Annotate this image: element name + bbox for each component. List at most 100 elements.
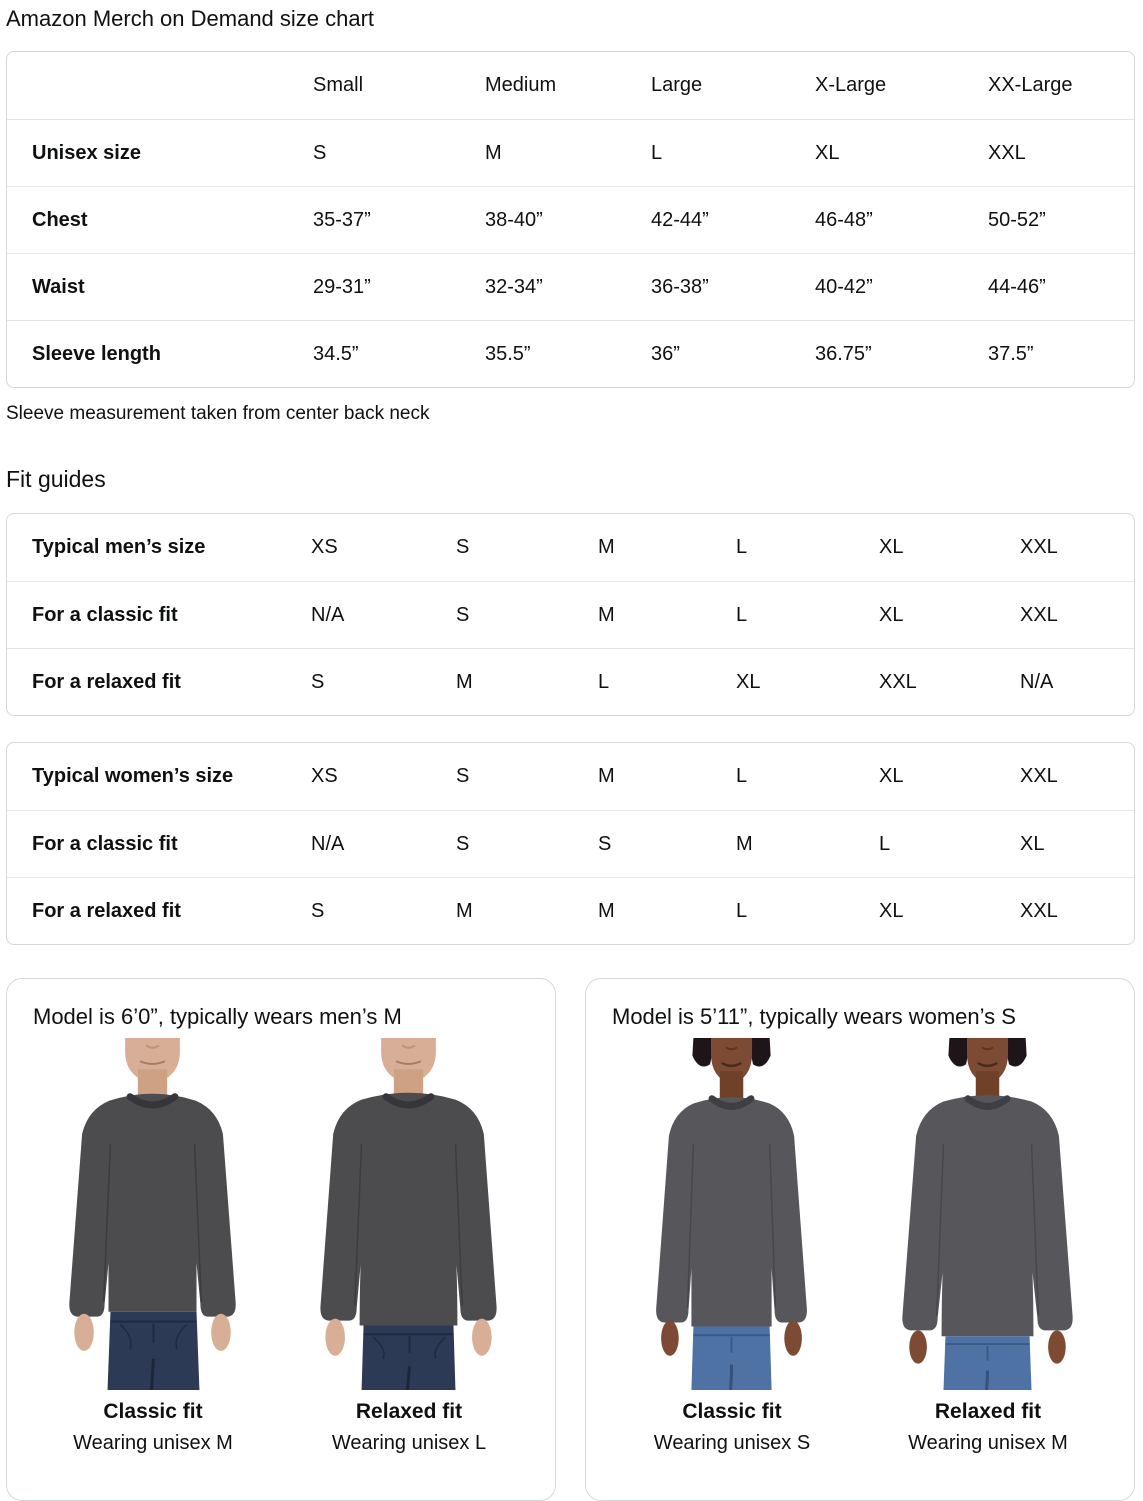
size-cell: M	[485, 141, 502, 164]
fit-cell: L	[598, 670, 610, 693]
table-row-sleeve-length: Sleeve length 34.5” 35.5” 36” 36.75” 37.…	[7, 320, 1134, 387]
model-panels: Model is 6’0”, typically wears men’s M	[6, 978, 1135, 1501]
fit-cell: S	[456, 765, 470, 787]
row-label: Typical women’s size	[32, 765, 234, 787]
fit-name: Classic fit	[682, 1400, 782, 1423]
fit-guides-heading: Fit guides	[6, 466, 106, 492]
fit-cell: M	[598, 899, 615, 922]
table-header-row: Small Medium Large X-Large XX-Large	[7, 52, 1134, 119]
size-cell: XXL	[988, 141, 1026, 164]
fit-cell: XXL	[1020, 536, 1058, 558]
fit-cell: L	[879, 832, 891, 855]
fit-cell: L	[736, 765, 748, 787]
column-header: X-Large	[815, 74, 887, 96]
row-label: For a relaxed fit	[32, 899, 181, 922]
page-title: Amazon Merch on Demand size chart	[6, 6, 375, 31]
fit-cell: M	[598, 765, 615, 787]
womens-classic-fit-figure: Classic fit Wearing unisex S	[609, 1038, 855, 1480]
fit-cell: XS	[311, 536, 338, 558]
fit-cell: M	[456, 899, 473, 922]
wearing-size: Wearing unisex M	[908, 1432, 1068, 1454]
table-row-mens-relaxed-fit: For a relaxed fit S M L XL XXL N/A	[7, 648, 1134, 715]
fit-cell: N/A	[1020, 670, 1054, 693]
unisex-size-table: Small Medium Large X-Large XX-Large Unis…	[6, 51, 1135, 388]
womens-panel-heading: Model is 5’11”, typically wears women’s …	[612, 1004, 1016, 1029]
size-cell: 44-46”	[988, 275, 1046, 298]
fit-cell: S	[311, 899, 325, 922]
fit-name: Relaxed fit	[934, 1400, 1042, 1423]
fit-cell: L	[736, 603, 748, 626]
table-row-womens-classic-fit: For a classic fit N/A S S M L XL	[7, 810, 1134, 877]
fit-cell: XXL	[1020, 765, 1058, 787]
table-row-unisex-size: Unisex size S M L XL XXL	[7, 119, 1134, 186]
fit-cell: S	[456, 536, 470, 558]
fit-cell: XXL	[1020, 603, 1058, 626]
fit-cell: M	[598, 603, 615, 626]
fit-cell: M	[456, 670, 473, 693]
size-cell: 35-37”	[313, 208, 371, 231]
fit-name: Classic fit	[103, 1400, 203, 1423]
size-cell: 42-44”	[651, 208, 709, 231]
womens-relaxed-fit-figure: Relaxed fit Wearing unisex M	[865, 1038, 1111, 1480]
size-cell: L	[651, 141, 663, 164]
row-label: For a relaxed fit	[32, 670, 181, 693]
fit-cell: N/A	[311, 832, 345, 855]
wearing-size: Wearing unisex L	[331, 1432, 487, 1454]
size-cell: XL	[815, 141, 840, 164]
table-row-waist: Waist 29-31” 32-34” 36-38” 40-42” 44-46”	[7, 253, 1134, 320]
fit-cell: XXL	[1020, 899, 1058, 922]
mens-relaxed-fit-figure: Relaxed fit Wearing unisex L	[286, 1038, 532, 1480]
column-header: Small	[313, 74, 364, 96]
size-cell: 36-38”	[651, 275, 709, 298]
column-header: Large	[651, 74, 703, 96]
mens-classic-fit-figure: Classic fit Wearing unisex M	[30, 1038, 276, 1480]
fit-cell: S	[456, 603, 470, 626]
size-cell: 34.5”	[313, 342, 359, 365]
size-cell: 29-31”	[313, 275, 371, 298]
fit-cell: XL	[736, 670, 761, 693]
row-label: Sleeve length	[32, 342, 161, 365]
mens-panel-heading: Model is 6’0”, typically wears men’s M	[33, 1004, 402, 1029]
size-cell: 46-48”	[815, 208, 873, 231]
row-label: For a classic fit	[32, 603, 178, 626]
fit-cell: M	[736, 832, 753, 855]
table-row-chest: Chest 35-37” 38-40” 42-44” 46-48” 50-52”	[7, 186, 1134, 253]
fit-cell: XS	[311, 765, 338, 787]
fit-cell: M	[598, 536, 615, 558]
fit-cell: L	[736, 536, 748, 558]
table-row-womens-relaxed-fit: For a relaxed fit S M M L XL XXL	[7, 877, 1134, 944]
table-row-mens-classic-fit: For a classic fit N/A S M L XL XXL	[7, 581, 1134, 648]
womens-model-panel: Model is 5’11”, typically wears women’s …	[585, 978, 1135, 1501]
size-cell: 38-40”	[485, 208, 543, 231]
fit-cell: N/A	[311, 603, 345, 626]
wearing-size: Wearing unisex S	[653, 1432, 811, 1454]
size-cell: 36”	[651, 342, 680, 365]
fit-cell: L	[736, 899, 748, 922]
wearing-size: Wearing unisex M	[73, 1432, 233, 1454]
womens-fit-guide-table: Typical women’s size XS S M L XL XXL For…	[6, 742, 1135, 945]
row-label: For a classic fit	[32, 832, 178, 855]
fit-cell: XXL	[879, 670, 917, 693]
male-model-relaxed-photo	[320, 1038, 497, 1390]
fit-cell: S	[311, 670, 325, 693]
fit-name: Relaxed fit	[355, 1400, 463, 1423]
column-header: Medium	[485, 74, 557, 96]
fit-cell: XL	[879, 603, 904, 626]
female-model-classic-photo	[656, 1038, 807, 1390]
size-cell: S	[313, 141, 327, 164]
size-cell: 40-42”	[815, 275, 873, 298]
size-cell: 35.5”	[485, 342, 531, 365]
fit-cell: XL	[879, 536, 904, 558]
row-label: Unisex size	[32, 141, 141, 164]
sleeve-measurement-note: Sleeve measurement taken from center bac…	[6, 403, 430, 424]
mens-model-panel: Model is 6’0”, typically wears men’s M	[6, 978, 556, 1501]
size-cell: 32-34”	[485, 275, 543, 298]
male-model-classic-photo	[69, 1038, 236, 1390]
column-header: XX-Large	[988, 74, 1073, 96]
fit-cell: XL	[879, 765, 904, 787]
table-row-typical-mens-size: Typical men’s size XS S M L XL XXL	[7, 514, 1134, 581]
table-row-typical-womens-size: Typical women’s size XS S M L XL XXL	[7, 743, 1134, 810]
row-label: Chest	[32, 208, 88, 231]
size-cell: 36.75”	[815, 342, 872, 365]
